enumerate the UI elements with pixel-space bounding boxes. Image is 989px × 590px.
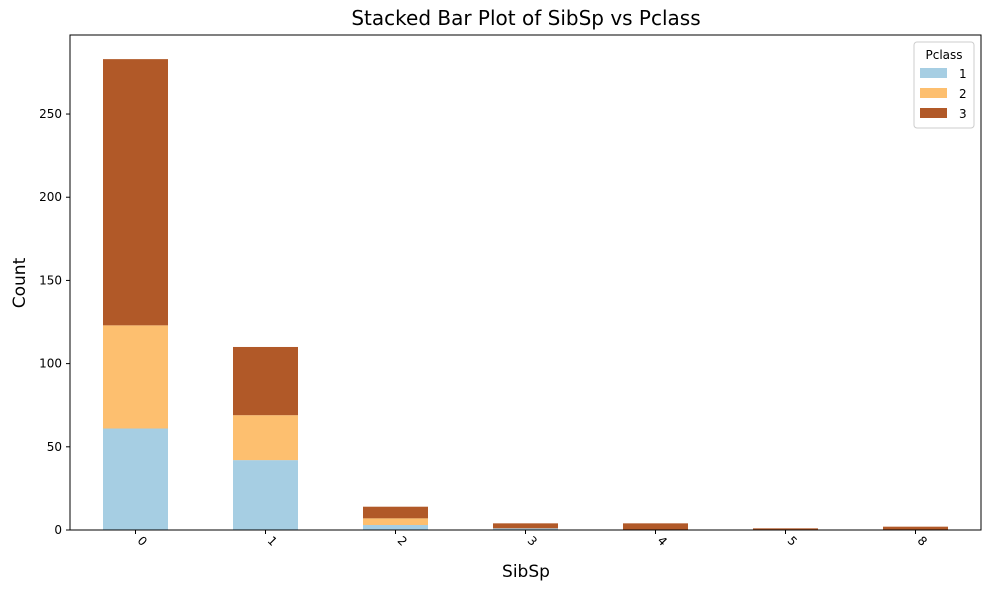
x-tick-label: 2 xyxy=(395,534,410,549)
bar-sibsp-0-pclass-2 xyxy=(103,325,168,429)
bar-sibsp-1-pclass-2 xyxy=(233,415,298,461)
x-axis: 0 1 2 3 4 5 8 xyxy=(135,530,930,549)
bar-sibsp-0-pclass-1 xyxy=(103,428,168,530)
y-tick-label: 100 xyxy=(39,357,62,371)
legend: Pclass 1 2 3 xyxy=(913,41,975,129)
y-tick-label: 200 xyxy=(39,190,62,204)
y-tick-label: 150 xyxy=(39,273,62,287)
chart-title: Stacked Bar Plot of SibSp vs Pclass xyxy=(351,6,700,30)
bar-sibsp-1-pclass-1 xyxy=(233,460,298,530)
legend-swatch-2 xyxy=(920,88,947,98)
bar-sibsp-2-pclass-3 xyxy=(363,506,428,519)
legend-label-3: 3 xyxy=(959,107,967,121)
bar-sibsp-0-pclass-3 xyxy=(103,59,168,326)
x-tick-label: 3 xyxy=(525,534,540,549)
bar-sibsp-1-pclass-3 xyxy=(233,346,298,416)
y-tick-label: 250 xyxy=(39,107,62,121)
y-axis-title: Count xyxy=(10,257,30,308)
legend-label-1: 1 xyxy=(959,67,967,81)
y-tick-label: 0 xyxy=(54,523,62,537)
bar-sibsp-4-pclass-3 xyxy=(623,523,688,530)
bar-sibsp-3-pclass-3 xyxy=(493,523,558,529)
x-tick-label: 8 xyxy=(915,534,930,549)
y-axis: 0 50 100 150 200 250 xyxy=(39,107,70,537)
bar-sibsp-5-pclass-3 xyxy=(753,528,818,530)
bar-sibsp-2-pclass-1 xyxy=(363,525,428,530)
legend-box xyxy=(913,41,975,129)
legend-swatch-3 xyxy=(920,108,947,118)
legend-title: Pclass xyxy=(925,48,962,62)
x-tick-label: 1 xyxy=(265,534,280,549)
x-axis-title: SibSp xyxy=(502,562,550,582)
x-tick-label: 4 xyxy=(655,534,670,549)
x-tick-label: 5 xyxy=(785,534,800,549)
legend-label-2: 2 xyxy=(959,87,967,101)
bar-sibsp-8-pclass-3 xyxy=(883,526,948,530)
bars-group xyxy=(103,59,948,530)
legend-swatch-1 xyxy=(920,68,947,78)
y-tick-label: 50 xyxy=(47,440,62,454)
bar-sibsp-2-pclass-2 xyxy=(363,518,428,526)
x-tick-label: 0 xyxy=(135,534,150,549)
bar-sibsp-3-pclass-1 xyxy=(493,528,558,530)
plot-frame xyxy=(69,34,982,531)
